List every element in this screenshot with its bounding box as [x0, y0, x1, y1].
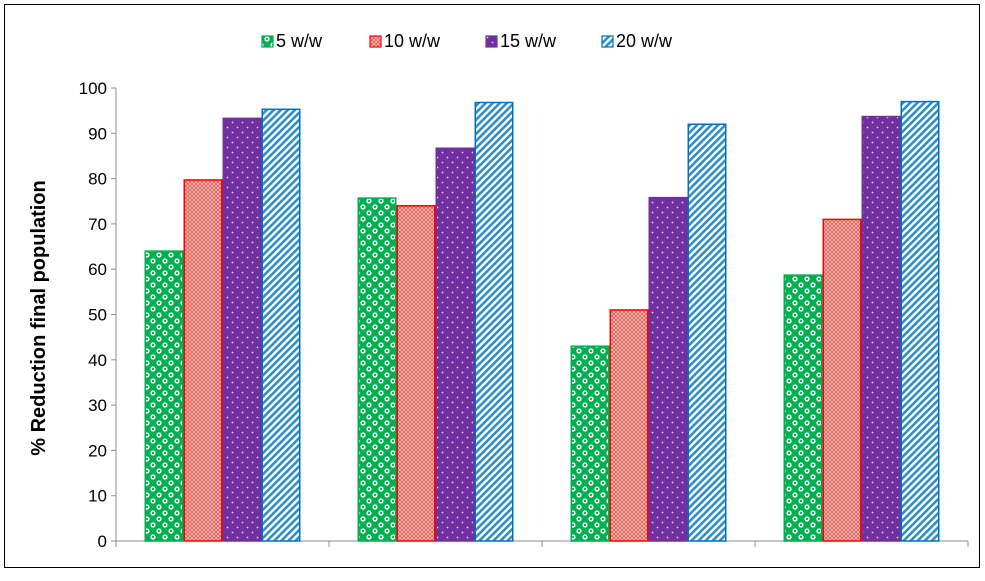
- y-tick-label: 100: [79, 79, 107, 98]
- y-tick-label: 60: [88, 260, 107, 279]
- bar-5-w-w-1: [144, 250, 184, 542]
- bar-20-w-w-3: [687, 123, 727, 542]
- y-tick-label: 20: [88, 441, 107, 460]
- legend-swatch: [369, 35, 382, 48]
- bar-10-w-w-1: [183, 179, 223, 542]
- y-tick-label: 10: [88, 487, 107, 506]
- y-tick-label: 80: [88, 170, 107, 189]
- legend-label: 15 w/w: [500, 31, 557, 51]
- y-tick-label: 0: [98, 532, 107, 551]
- bar-10-w-w-3: [609, 309, 649, 542]
- bar-15-w-w-3: [648, 196, 688, 542]
- bar-5-w-w-4: [783, 274, 823, 542]
- y-tick-label: 50: [88, 306, 107, 325]
- legend-item: 10 w/w: [369, 31, 441, 51]
- legend-item: 20 w/w: [601, 31, 673, 51]
- y-tick-label: 70: [88, 215, 107, 234]
- y-tick-label: 40: [88, 351, 107, 370]
- bar-5-w-w-3: [570, 345, 610, 542]
- bar-10-w-w-4: [822, 218, 862, 542]
- legend-swatch: [485, 35, 498, 48]
- bar-20-w-w-1: [261, 108, 301, 542]
- legend: 5 w/w 10 w/w 15 w/w 20 w/w: [261, 31, 673, 51]
- y-tick-label: 90: [88, 124, 107, 143]
- y-axis-title: % Reduction final population: [28, 180, 50, 456]
- y-tick-label: 30: [88, 396, 107, 415]
- bar-20-w-w-4: [900, 100, 940, 542]
- bar-15-w-w-1: [222, 117, 262, 542]
- legend-label: 10 w/w: [384, 31, 441, 51]
- legend-item: 15 w/w: [485, 31, 557, 51]
- bar-5-w-w-2: [357, 197, 397, 542]
- bar-20-w-w-2: [474, 101, 514, 542]
- bar-15-w-w-4: [861, 115, 901, 542]
- bars-layer: [144, 100, 940, 542]
- bar-15-w-w-2: [435, 147, 475, 542]
- legend-label: 5 w/w: [276, 31, 323, 51]
- legend-item: 5 w/w: [261, 31, 323, 51]
- legend-swatch: [601, 35, 614, 48]
- legend-swatch: [261, 35, 274, 48]
- legend-label: 20 w/w: [616, 31, 673, 51]
- bar-10-w-w-2: [396, 205, 436, 542]
